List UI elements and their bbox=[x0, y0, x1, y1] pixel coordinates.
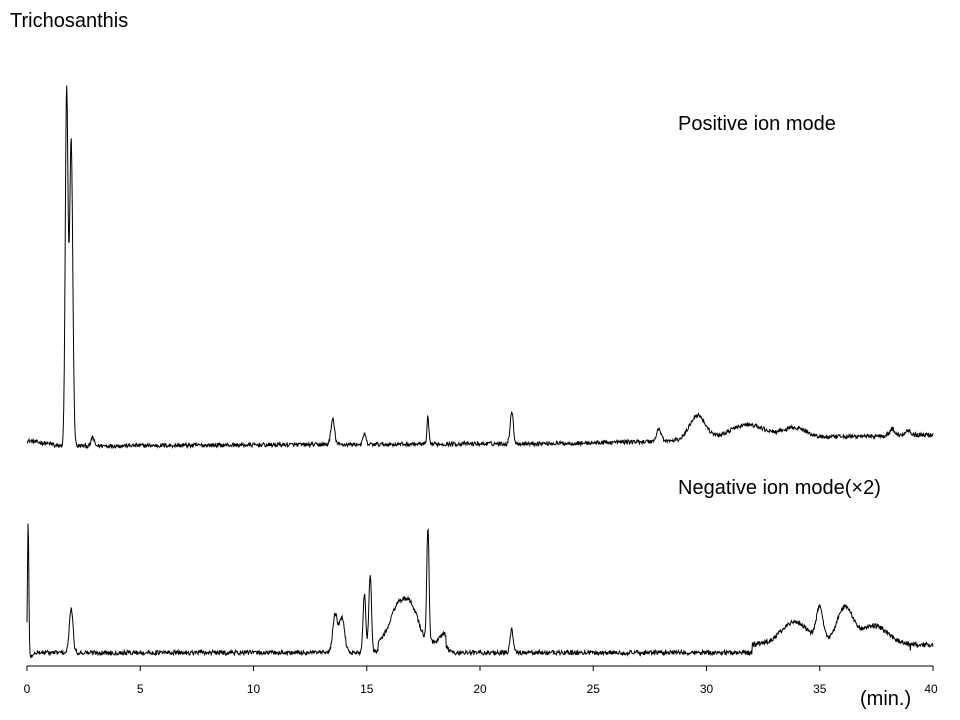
x-axis-ticks: 0 5 10 15 20 25 30 35 40 bbox=[24, 666, 938, 696]
x-tick-label: 30 bbox=[700, 682, 714, 696]
x-tick-label: 5 bbox=[137, 682, 144, 696]
positive-ion-trace bbox=[26, 85, 934, 450]
x-tick-label: 15 bbox=[360, 682, 374, 696]
x-tick-label: 0 bbox=[24, 682, 31, 696]
x-tick-label: 40 bbox=[924, 682, 938, 696]
x-axis-label: (min.) bbox=[860, 688, 911, 710]
x-tick-label: 20 bbox=[473, 682, 487, 696]
chart-title: Trichosanthis bbox=[10, 10, 128, 32]
x-tick-label: 10 bbox=[247, 682, 261, 696]
negative-ion-trace bbox=[26, 523, 934, 659]
x-tick-label: 25 bbox=[587, 682, 601, 696]
series-label-negative: Negative ion mode(×2) bbox=[678, 477, 881, 499]
series-label-positive: Positive ion mode bbox=[678, 113, 836, 135]
x-tick-label: 35 bbox=[813, 682, 827, 696]
